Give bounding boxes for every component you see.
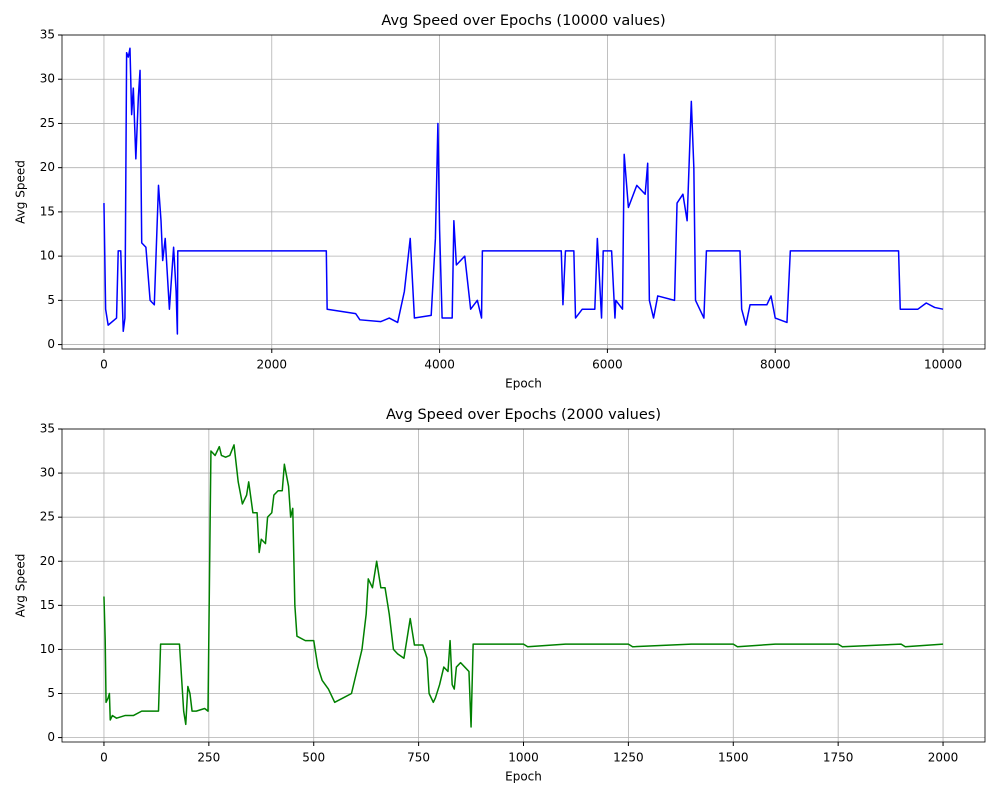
data-line [103,444,944,728]
x-tick-label: 1250 [613,751,644,765]
y-tick-label: 5 [47,293,55,307]
x-tick-label: 0 [100,358,108,372]
axes-frame [61,428,986,743]
y-axis-label: Avg Speed [14,554,28,618]
y-tick-label: 30 [40,466,55,480]
chart-title: Avg Speed over Epochs (2000 values) [386,407,661,423]
y-tick-label: 0 [47,337,55,351]
y-tick-label: 10 [40,642,55,656]
y-tick-label: 10 [40,249,55,263]
x-tick-label: 6000 [592,358,623,372]
x-tick-label: 1750 [823,751,854,765]
x-tick-label: 750 [407,751,430,765]
y-tick-label: 25 [40,510,55,524]
x-tick-label: 250 [197,751,220,765]
y-tick-label: 30 [40,72,55,86]
x-tick-label: 0 [100,751,108,765]
x-tick-label: 2000 [928,751,959,765]
x-tick-label: 2000 [256,358,287,372]
y-tick-label: 15 [40,204,55,218]
y-tick-label: 35 [40,28,55,42]
x-tick-label: 10000 [924,358,962,372]
x-tick-label: 4000 [424,358,455,372]
x-tick-label: 1500 [718,751,749,765]
y-tick-label: 5 [47,686,55,700]
x-axis-label: Epoch [505,770,542,784]
x-tick-label: 1000 [508,751,539,765]
y-tick-label: 35 [40,422,55,436]
y-tick-label: 15 [40,598,55,612]
axes-frame [61,34,986,350]
y-tick-label: 0 [47,730,55,744]
y-axis-label: Avg Speed [14,160,28,224]
chart-title: Avg Speed over Epochs (10000 values) [381,13,665,29]
data-line [103,47,944,335]
y-tick-label: 20 [40,554,55,568]
y-tick-label: 20 [40,160,55,174]
y-tick-label: 25 [40,116,55,130]
x-axis-label: Epoch [505,377,542,391]
x-tick-label: 8000 [760,358,791,372]
x-tick-label: 500 [302,751,325,765]
